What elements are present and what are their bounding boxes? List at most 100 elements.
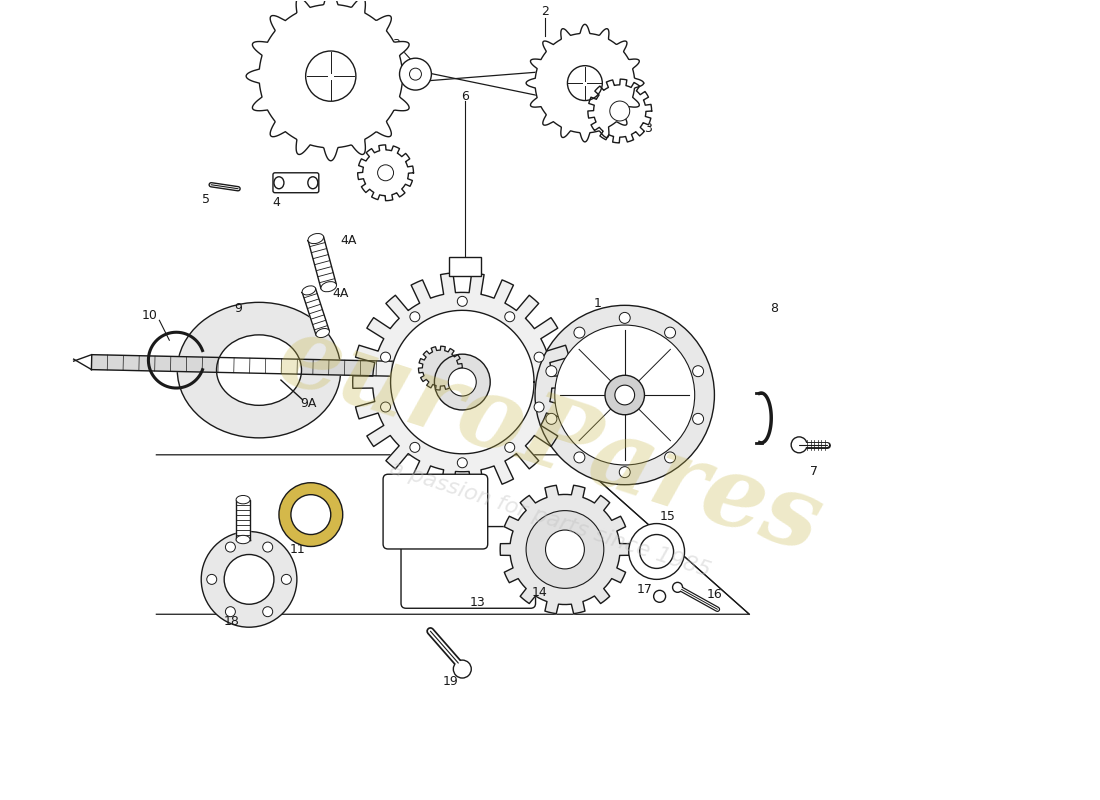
Circle shape <box>605 375 645 414</box>
Text: 7: 7 <box>810 466 818 478</box>
Ellipse shape <box>316 329 330 338</box>
Text: 10: 10 <box>142 309 157 322</box>
Circle shape <box>279 482 343 546</box>
Circle shape <box>640 534 673 569</box>
Circle shape <box>377 165 394 181</box>
Circle shape <box>226 606 235 617</box>
Circle shape <box>410 312 420 322</box>
Polygon shape <box>358 145 414 201</box>
Text: 2: 2 <box>541 5 549 18</box>
Polygon shape <box>308 237 337 289</box>
Circle shape <box>609 101 629 121</box>
Circle shape <box>226 542 235 552</box>
Text: 3: 3 <box>644 122 651 135</box>
Text: 9A: 9A <box>300 398 317 410</box>
Ellipse shape <box>236 535 250 544</box>
Circle shape <box>201 531 297 627</box>
Ellipse shape <box>321 282 337 292</box>
Circle shape <box>554 325 695 465</box>
Circle shape <box>664 327 675 338</box>
Ellipse shape <box>308 177 318 189</box>
Circle shape <box>653 590 666 602</box>
Circle shape <box>306 51 356 102</box>
Circle shape <box>693 414 704 424</box>
Circle shape <box>449 368 476 396</box>
Circle shape <box>263 606 273 617</box>
FancyBboxPatch shape <box>402 526 536 608</box>
Circle shape <box>546 366 557 377</box>
Ellipse shape <box>236 495 250 504</box>
Circle shape <box>546 530 584 569</box>
Polygon shape <box>353 273 572 491</box>
Circle shape <box>505 442 515 452</box>
FancyBboxPatch shape <box>383 474 487 549</box>
Circle shape <box>434 354 491 410</box>
Text: 6: 6 <box>461 90 470 102</box>
Circle shape <box>263 542 273 552</box>
Circle shape <box>693 366 704 377</box>
Circle shape <box>672 582 682 592</box>
Circle shape <box>535 306 714 485</box>
Circle shape <box>574 452 585 463</box>
Circle shape <box>619 313 630 323</box>
Circle shape <box>505 312 515 322</box>
Circle shape <box>619 466 630 478</box>
Circle shape <box>381 402 390 412</box>
Circle shape <box>409 68 421 80</box>
Text: 3: 3 <box>392 38 399 50</box>
Ellipse shape <box>274 177 284 189</box>
Circle shape <box>282 574 292 584</box>
Circle shape <box>458 458 468 468</box>
Polygon shape <box>91 354 455 378</box>
FancyBboxPatch shape <box>450 257 481 277</box>
Polygon shape <box>390 310 535 454</box>
Circle shape <box>410 442 420 452</box>
Text: 17: 17 <box>637 583 652 596</box>
Circle shape <box>615 385 635 405</box>
Polygon shape <box>526 24 644 142</box>
Text: 12: 12 <box>442 541 459 554</box>
Circle shape <box>458 296 468 306</box>
Circle shape <box>546 414 557 424</box>
Polygon shape <box>587 79 651 143</box>
Text: 19: 19 <box>442 674 459 687</box>
Polygon shape <box>500 486 629 614</box>
Ellipse shape <box>217 335 301 406</box>
Circle shape <box>535 352 544 362</box>
Text: 13: 13 <box>470 596 485 609</box>
Text: 5: 5 <box>202 193 210 206</box>
Polygon shape <box>246 0 416 161</box>
Text: 14: 14 <box>532 586 548 599</box>
Circle shape <box>290 494 331 534</box>
FancyBboxPatch shape <box>273 173 319 193</box>
Circle shape <box>791 437 807 453</box>
Circle shape <box>207 574 217 584</box>
Polygon shape <box>418 346 462 390</box>
Text: 1: 1 <box>594 297 602 310</box>
Ellipse shape <box>302 286 316 295</box>
Ellipse shape <box>308 234 323 244</box>
Circle shape <box>664 452 675 463</box>
Text: 15: 15 <box>660 510 675 523</box>
Text: euroPares: euroPares <box>266 306 834 573</box>
Circle shape <box>526 510 604 588</box>
Circle shape <box>224 554 274 604</box>
Circle shape <box>381 352 390 362</box>
Text: a passion for parts since 1985: a passion for parts since 1985 <box>387 458 713 581</box>
Circle shape <box>399 58 431 90</box>
Text: 18: 18 <box>223 614 239 628</box>
Text: 4A: 4A <box>341 234 356 247</box>
Polygon shape <box>236 500 250 539</box>
Text: 4A: 4A <box>332 287 349 300</box>
Circle shape <box>568 66 603 101</box>
Text: 9: 9 <box>234 302 242 315</box>
Circle shape <box>574 327 585 338</box>
Text: 16: 16 <box>706 588 723 601</box>
Circle shape <box>629 523 684 579</box>
Polygon shape <box>302 288 329 335</box>
Text: 8: 8 <box>770 302 778 315</box>
Circle shape <box>453 660 471 678</box>
Ellipse shape <box>177 302 341 438</box>
Text: 11: 11 <box>290 543 306 556</box>
Circle shape <box>535 402 544 412</box>
